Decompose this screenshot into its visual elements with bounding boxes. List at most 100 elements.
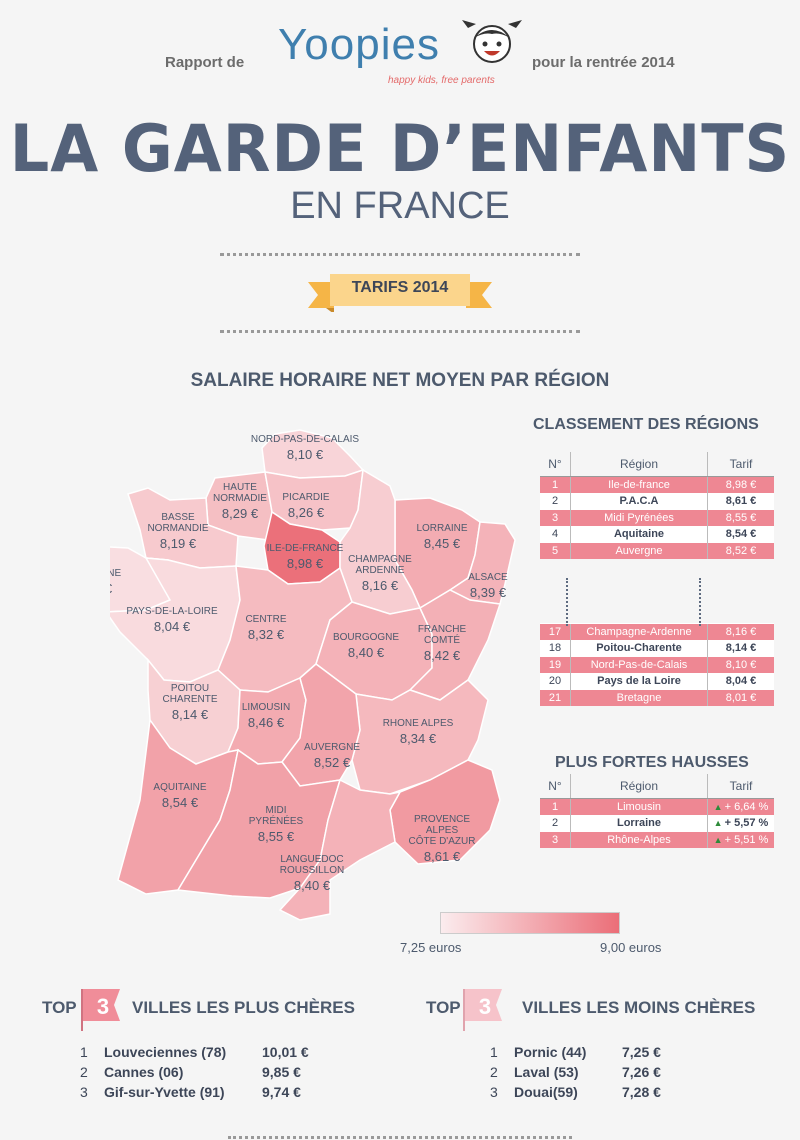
- classement-title: CLASSEMENT DES RÉGIONS: [533, 416, 759, 433]
- list-item: 1 Pornic (44) 7,25 €: [490, 1044, 730, 1064]
- city-name: Douai(59): [514, 1084, 578, 1100]
- region-value-label: 8,46 €: [248, 715, 285, 730]
- region-name-line: BOURGOGNE: [333, 632, 399, 643]
- row-region: Lorraine: [570, 815, 708, 832]
- row-region: Auvergne: [570, 542, 708, 559]
- top-chers-title: VILLES LES PLUS CHÈRES: [132, 998, 355, 1017]
- region-value-label: 8,01 €: [110, 581, 113, 596]
- region-name-line: COMTÉ: [424, 633, 460, 646]
- row-tarif: 8,54 €: [707, 526, 774, 543]
- region-value-label: 8,42 €: [424, 648, 461, 663]
- region-value-label: 8,40 €: [348, 645, 385, 660]
- row-region: Champagne-Ardenne: [570, 623, 708, 640]
- table-row: 4 Aquitaine 8,54 €: [540, 526, 774, 543]
- region-name-line: LORRAINE: [416, 523, 467, 534]
- region-value-label: 8,55 €: [258, 829, 295, 844]
- hausses-table: N° Région Tarif 1 Limousin ▲ + 6,64 % 2 Lorra…: [540, 774, 774, 848]
- region-name-line: BRETAGNE: [110, 568, 121, 579]
- row-tarif: 8,55 €: [707, 509, 774, 526]
- row-region: Pays de la Loire: [570, 673, 708, 690]
- region-name-line: ALSACE: [468, 572, 508, 583]
- header-right-text: pour la rentrée 2014: [532, 54, 675, 71]
- legend-min-label: 7,25 euros: [400, 940, 462, 955]
- legend-gradient: [440, 912, 620, 934]
- col-header-num: N°: [540, 452, 571, 477]
- hausses-title: PLUS FORTES HAUSSES: [555, 754, 749, 771]
- region-name-line: BASSE: [161, 512, 195, 523]
- top-chers-prefix: TOP: [42, 998, 77, 1017]
- region-value-label: 8,98 €: [287, 556, 324, 571]
- row-number: 3: [540, 831, 571, 848]
- row-region: Midi Pyrénées: [570, 509, 708, 526]
- france-map: NORD-PAS-DE-CALAISNORD-PAS-DE-CALAIS8,10…: [110, 429, 516, 921]
- table-row: 21 Bretagne 8,01 €: [540, 689, 774, 706]
- legend-max-label: 9,00 euros: [600, 940, 662, 955]
- region-value-label: 8,16 €: [362, 578, 399, 593]
- region-name-line: PYRÉNÉES: [249, 814, 304, 827]
- row-tarif: 8,14 €: [707, 640, 774, 657]
- table-row: 3 Rhône-Alpes ▲ + 5,51 %: [540, 831, 774, 848]
- top-moins-title: VILLES LES MOINS CHÈRES: [522, 998, 756, 1017]
- row-tarif: ▲ + 5,57 %: [707, 815, 774, 832]
- region-name-line: NORMANDIE: [147, 523, 208, 534]
- row-number: 2: [540, 815, 571, 832]
- row-region: Ile-de-france: [570, 476, 708, 493]
- city-name: Laval (53): [514, 1064, 579, 1080]
- city-rank: 3: [490, 1084, 498, 1100]
- region-name-line: FRANCHE: [418, 624, 467, 635]
- region-value-label: 8,54 €: [162, 795, 199, 810]
- city-rank: 1: [490, 1044, 498, 1060]
- header: Rapport de Yoopies happy kids, free pare…: [0, 0, 800, 100]
- row-tarif: 8,98 €: [707, 476, 774, 493]
- col-header-tarif: Tarif: [707, 452, 774, 477]
- row-number: 3: [540, 509, 571, 526]
- region-value-label: 8,32 €: [248, 627, 285, 642]
- region-name-line: NORD-PAS-DE-CALAIS: [251, 434, 359, 445]
- page-subtitle: EN FRANCE: [290, 185, 510, 227]
- map-title: SALAIRE HORAIRE NET MOYEN PAR RÉGION: [190, 370, 610, 391]
- row-region: Limousin: [570, 798, 708, 815]
- page-title: LA GARDE D’ENFANTS: [9, 110, 791, 187]
- table-row: 1 Limousin ▲ + 6,64 %: [540, 798, 774, 815]
- city-rank: 3: [80, 1084, 88, 1100]
- ribbon-label: TARIFS 2014: [351, 279, 449, 296]
- region-name-line: CENTRE: [245, 614, 286, 625]
- region-name-line: LANGUEDOC: [280, 854, 343, 865]
- col-header-num: N°: [540, 774, 571, 799]
- row-region: Poitou-Charente: [570, 640, 708, 657]
- row-region: Bretagne: [570, 689, 708, 706]
- region-name-line: ARDENNE: [356, 565, 405, 576]
- flag-icon: [463, 989, 502, 1031]
- row-number: 18: [540, 640, 571, 657]
- region-value-label: 8,26 €: [288, 505, 325, 520]
- region-name-line: NORMADIE: [213, 493, 267, 504]
- region-value-label: 8,34 €: [400, 731, 437, 746]
- city-rank: 2: [80, 1064, 88, 1080]
- table-row: 3 Midi Pyrénées 8,55 €: [540, 509, 774, 526]
- region-name-line: CHARENTE: [162, 694, 217, 705]
- region-value-label: 8,04 €: [154, 619, 191, 634]
- region-value-label: 8,29 €: [222, 506, 259, 521]
- flag-icon: [81, 989, 120, 1031]
- city-rank: 1: [80, 1044, 88, 1060]
- row-region: Aquitaine: [570, 526, 708, 543]
- top-moins-prefix: TOP: [426, 998, 461, 1017]
- city-name: Gif-sur-Yvette (91): [104, 1084, 225, 1100]
- region-value-label: 8,19 €: [160, 536, 197, 551]
- top-chers-number: 3: [96, 994, 110, 1019]
- row-number: 17: [540, 623, 571, 640]
- kid-face-icon: [462, 20, 522, 63]
- row-region: P.A.C.A: [570, 493, 708, 510]
- up-arrow-icon: ▲: [713, 835, 723, 845]
- list-item: 2 Cannes (06) 9,85 €: [80, 1064, 340, 1084]
- row-number: 4: [540, 526, 571, 543]
- ellipsis-dots: [566, 578, 568, 626]
- row-tarif: 8,10 €: [707, 656, 774, 673]
- logo: Yoopies: [278, 20, 440, 69]
- region-value-label: 8,40 €: [294, 878, 331, 893]
- region-value-label: 8,45 €: [424, 536, 461, 551]
- row-number: 5: [540, 542, 571, 559]
- region-value-label: 8,61 €: [424, 849, 461, 864]
- list-item: 2 Laval (53) 7,26 €: [490, 1064, 730, 1084]
- row-tarif: 8,16 €: [707, 623, 774, 640]
